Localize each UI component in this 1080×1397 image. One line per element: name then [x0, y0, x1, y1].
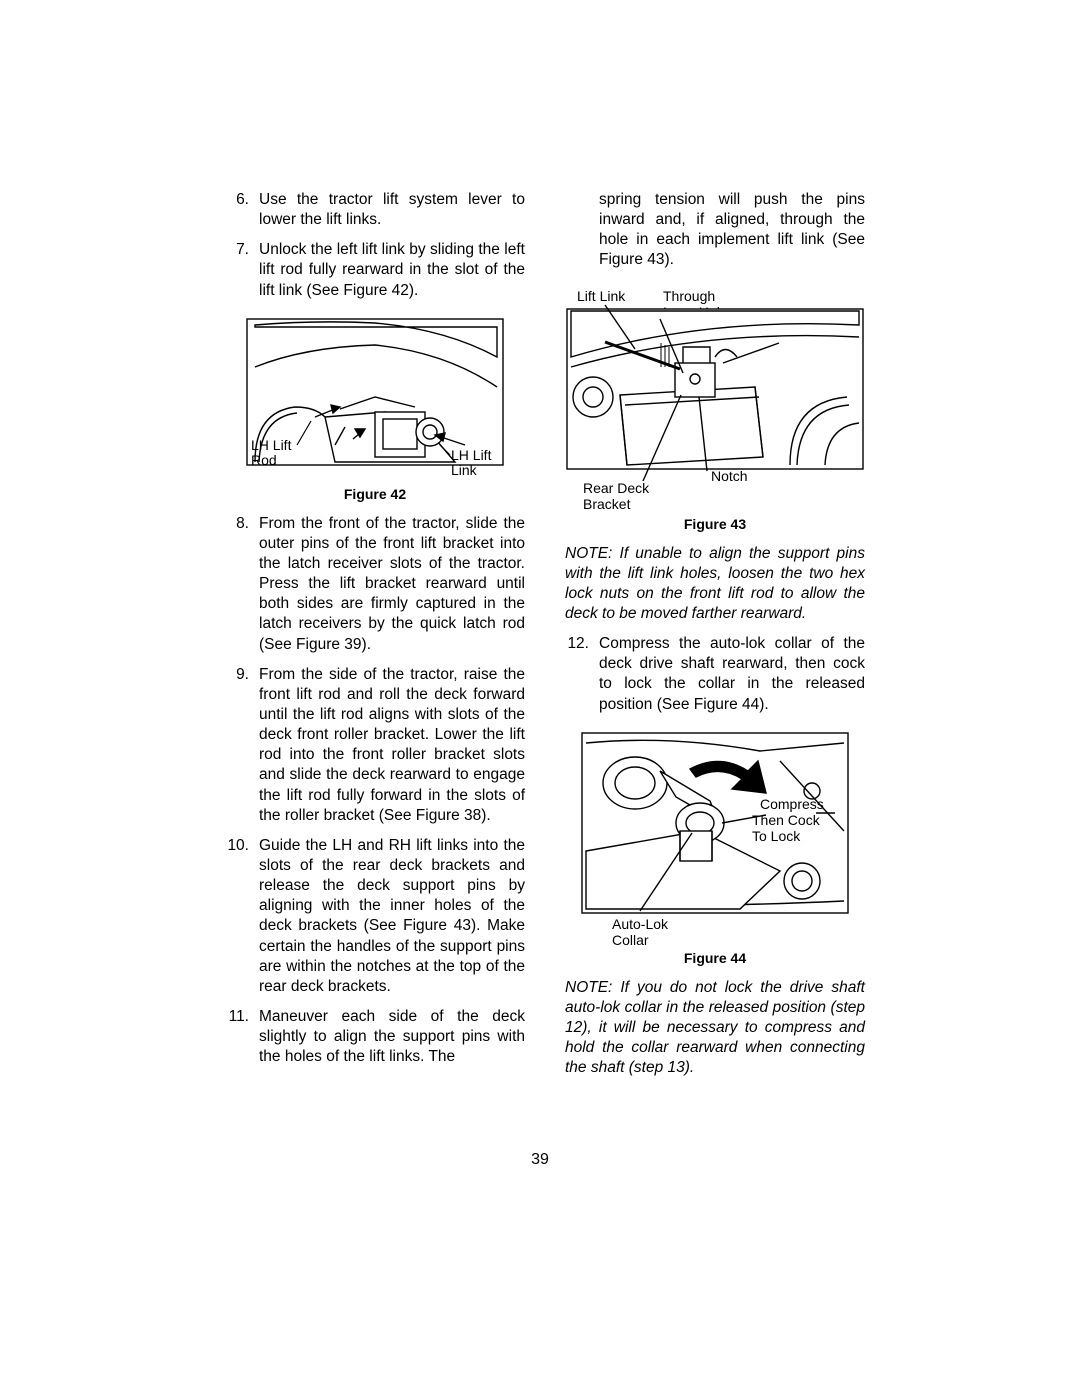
label-collar: Collar — [612, 932, 649, 946]
step-number: 6. — [225, 190, 259, 230]
figure-44-caption: Figure 44 — [684, 950, 746, 966]
step-number: 7. — [225, 240, 259, 300]
label-auto-lok: Auto-Lok — [612, 916, 669, 932]
label-to-lock: To Lock — [752, 828, 801, 844]
step-6: 6. Use the tractor lift system lever to … — [225, 190, 525, 230]
figure-43-svg: Lift Link Through Inner Hole Deck Suppor… — [565, 287, 865, 512]
label-through: Through — [663, 288, 715, 304]
step-text: Compress the auto-lok collar of the deck… — [599, 634, 865, 715]
step-number: 8. — [225, 514, 259, 655]
page-number: 39 — [0, 1151, 1080, 1169]
step-number: 10. — [225, 836, 259, 997]
step-text: From the front of the tractor, slide the… — [259, 514, 525, 655]
step-number: 9. — [225, 665, 259, 826]
step-12: 12. Compress the auto-lok collar of the … — [565, 634, 865, 715]
label-lift-link: Lift Link — [577, 288, 626, 304]
step-7: 7. Unlock the left lift link by sliding … — [225, 240, 525, 300]
label-then-cock: Then Cock — [752, 812, 821, 828]
step-11: 11. Maneuver each side of the deck sligh… — [225, 1007, 525, 1067]
step-text: Unlock the left lift link by sliding the… — [259, 240, 525, 300]
figure-42-caption: Figure 42 — [344, 486, 406, 502]
figure-43-caption: Figure 43 — [684, 516, 746, 532]
figure-42: LH Lift Rod LH Lift Link Figure 42 — [225, 317, 525, 510]
left-column: 6. Use the tractor lift system lever to … — [225, 190, 525, 1088]
figure-44: Compress Then Cock To Lock Auto-Lok Coll… — [565, 731, 865, 974]
step-10: 10. Guide the LH and RH lift links into … — [225, 836, 525, 997]
figure-42-svg: LH Lift Rod LH Lift Link — [245, 317, 505, 482]
right-column: spring tension will push the pins inward… — [565, 190, 865, 1088]
figure-43: Lift Link Through Inner Hole Deck Suppor… — [565, 287, 865, 540]
label-lh-lift-rod-1: LH Lift — [251, 437, 292, 453]
page-content: 6. Use the tractor lift system lever to … — [225, 190, 865, 1088]
note-1: NOTE: If unable to align the support pin… — [565, 544, 865, 625]
step-9: 9. From the side of the tractor, raise t… — [225, 665, 525, 826]
figure-44-svg: Compress Then Cock To Lock Auto-Lok Coll… — [580, 731, 850, 946]
step-11-continued: spring tension will push the pins inward… — [565, 190, 865, 271]
label-rear-deck: Rear Deck — [583, 480, 650, 496]
step-number: 12. — [565, 634, 599, 715]
step-8: 8. From the front of the tractor, slide … — [225, 514, 525, 655]
label-notch: Notch — [711, 468, 748, 484]
label-bracket: Bracket — [583, 496, 631, 512]
label-compress: Compress — [760, 796, 824, 812]
label-lh-lift-link-1: LH Lift — [451, 447, 492, 463]
label-lh-lift-rod-2: Rod — [251, 452, 277, 468]
step-text: Use the tractor lift system lever to low… — [259, 190, 525, 230]
note-2: NOTE: If you do not lock the drive shaft… — [565, 978, 865, 1079]
label-lh-lift-link-2: Link — [451, 462, 478, 478]
step-number: 11. — [225, 1007, 259, 1067]
step-text: From the side of the tractor, raise the … — [259, 665, 525, 826]
step-text: Maneuver each side of the deck slightly … — [259, 1007, 525, 1067]
step-text: Guide the LH and RH lift links into the … — [259, 836, 525, 997]
